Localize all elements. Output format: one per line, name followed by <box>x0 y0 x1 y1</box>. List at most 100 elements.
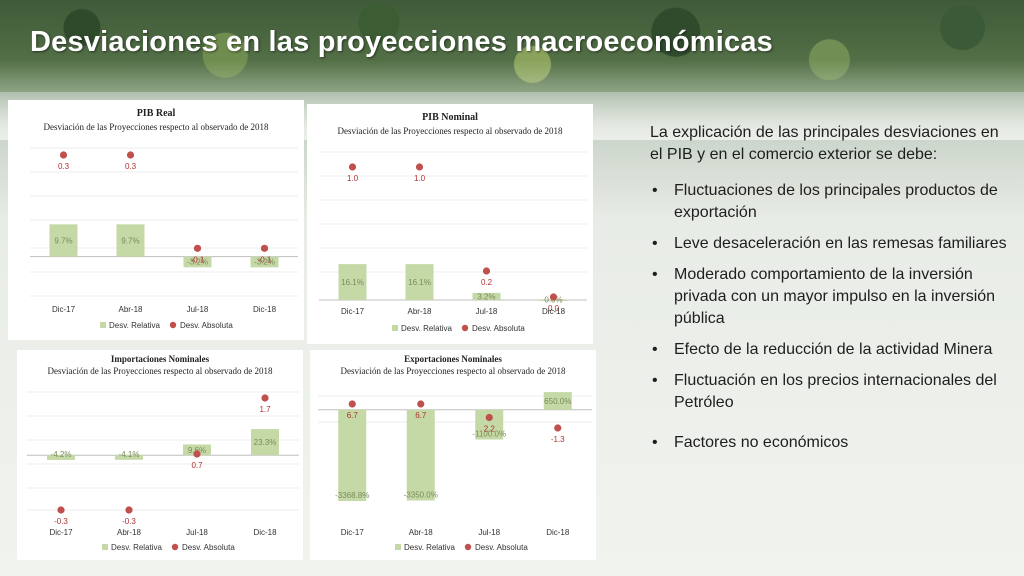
bar <box>338 264 367 300</box>
bar <box>115 455 143 460</box>
bar-value-label: 9.6% <box>188 446 206 455</box>
dot-value-label: -1.3 <box>551 435 565 444</box>
bar-value-label: -3.2% <box>187 257 208 266</box>
legend-swatch-absoluta <box>464 543 472 551</box>
dot-value-label: 0.7 <box>191 461 203 470</box>
bar <box>472 292 501 300</box>
explanation-bullet: Moderado comportamiento de la inversión … <box>650 264 1015 330</box>
chart-pib-nominal: PIB Nominal Desviación de las Proyeccione… <box>319 112 587 333</box>
page-title: Desviaciones en las proyecciones macroec… <box>30 26 774 58</box>
dot-value-label: -0.3 <box>54 517 68 526</box>
x-tick-label: Dic-18 <box>542 307 566 316</box>
legend-label: Desv. Absoluta <box>182 543 235 552</box>
chart-title: Exportaciones Nominales <box>404 354 502 364</box>
legend-label: Desv. Relativa <box>401 324 453 333</box>
dot-value-label: 1.0 <box>414 174 426 183</box>
dot-marker <box>193 450 201 458</box>
dot-marker <box>57 506 65 514</box>
legend-swatch-absoluta <box>461 324 469 332</box>
bar <box>405 264 434 300</box>
bar-value-label: 650.0% <box>544 397 571 406</box>
bar <box>338 409 367 502</box>
chart-importaciones: Importaciones Nominales Desviación de las… <box>27 354 299 552</box>
dot-marker <box>126 151 135 159</box>
explanation-bullet: Fluctuación en los precios internacional… <box>650 370 1015 414</box>
x-tick-label: Jul-18 <box>187 305 209 314</box>
x-tick-label: Jul-18 <box>476 307 498 316</box>
chart-pib-real: PIB Real Desviación de las Proyecciones r… <box>30 108 298 330</box>
dot-marker <box>193 244 202 252</box>
bar-value-label: -3368.8% <box>335 491 369 500</box>
legend-swatch-relativa <box>100 322 106 328</box>
dot-value-label: 0.0 <box>548 304 560 313</box>
x-tick-label: Jul-18 <box>186 528 208 537</box>
dot-marker <box>261 394 269 402</box>
legend-label: Desv. Relativa <box>109 321 161 330</box>
dot-value-label: 6.7 <box>415 411 427 420</box>
explanation-bullet: Efecto de la reducción de la actividad M… <box>650 339 1015 361</box>
legend-swatch-relativa <box>102 544 108 550</box>
chart-subtitle: Desviación de las Proyecciones respecto … <box>48 366 273 376</box>
legend-swatch-absoluta <box>171 543 179 551</box>
chart-subtitle: Desviación de las Proyecciones respecto … <box>341 366 566 376</box>
bar <box>406 409 435 501</box>
bar <box>47 455 75 460</box>
dot-marker <box>260 244 269 252</box>
legend-label: Desv. Relativa <box>404 543 456 552</box>
dot-marker <box>125 506 133 514</box>
bar-value-label: 9.7% <box>54 237 72 246</box>
explanation-bullet: Factores no económicos <box>650 432 1015 454</box>
bar-value-label: 16.1% <box>408 278 431 287</box>
x-tick-label: Jul-18 <box>478 528 500 537</box>
x-tick-label: Abr-18 <box>118 305 143 314</box>
bar-value-label: 9.7% <box>121 237 139 246</box>
chart-panel-exportaciones: Exportaciones Nominales Desviación de las… <box>310 350 596 560</box>
x-tick-label: Abr-18 <box>117 528 142 537</box>
dot-value-label: 2.2 <box>484 425 496 434</box>
bar-value-label: -4.2% <box>51 450 72 459</box>
legend-swatch-relativa <box>392 325 398 331</box>
bar <box>116 224 145 257</box>
dot-value-label: 6.7 <box>347 411 359 420</box>
dot-value-label: 0.3 <box>58 162 70 171</box>
chart-title: PIB Real <box>137 108 176 119</box>
x-tick-label: Dic-18 <box>546 528 570 537</box>
bar <box>251 429 279 456</box>
bar <box>543 392 572 410</box>
dot-marker <box>417 400 425 408</box>
bar-value-label: 3.2% <box>477 292 495 301</box>
dot-marker <box>348 400 356 408</box>
dot-value-label: -0.1 <box>258 255 272 264</box>
bar-value-label: -3350.0% <box>404 491 438 500</box>
bar-value-label: -3.2% <box>254 257 275 266</box>
legend-swatch-relativa <box>395 544 401 550</box>
chart-subtitle: Desviación de las Proyecciones respecto … <box>44 122 269 132</box>
x-tick-label: Abr-18 <box>409 528 434 537</box>
chart-title: PIB Nominal <box>422 112 478 123</box>
x-tick-label: Dic-18 <box>253 528 277 537</box>
bar-value-label: 23.3% <box>254 438 277 447</box>
bar-value-label: -4.1% <box>119 450 140 459</box>
dot-marker <box>549 293 558 301</box>
dot-marker <box>415 163 424 171</box>
dot-marker <box>59 151 68 159</box>
bar <box>49 224 78 257</box>
x-tick-label: Dic-18 <box>253 305 277 314</box>
dot-marker <box>482 267 491 275</box>
legend-label: Desv. Relativa <box>111 543 163 552</box>
explanation-intro: La explicación de las principales desvia… <box>650 124 999 163</box>
dot-value-label: 0.3 <box>125 162 137 171</box>
chart-panel-pib-real: PIB Real Desviación de las Proyecciones r… <box>8 100 304 340</box>
bar-value-label: 16.1% <box>341 278 364 287</box>
explanation-bullet: Fluctuaciones de los principales product… <box>650 180 1015 224</box>
x-tick-label: Dic-17 <box>52 305 76 314</box>
legend-label: Desv. Absoluta <box>475 543 528 552</box>
dot-marker <box>554 424 562 432</box>
explanation-panel: La explicación de las principales desvia… <box>650 122 1015 463</box>
dot-value-label: 1.0 <box>347 174 359 183</box>
x-tick-label: Abr-18 <box>407 307 432 316</box>
x-tick-label: Dic-17 <box>49 528 73 537</box>
bar <box>183 444 211 456</box>
bar <box>250 256 279 268</box>
chart-subtitle: Desviación de las Proyecciones respecto … <box>338 126 563 136</box>
